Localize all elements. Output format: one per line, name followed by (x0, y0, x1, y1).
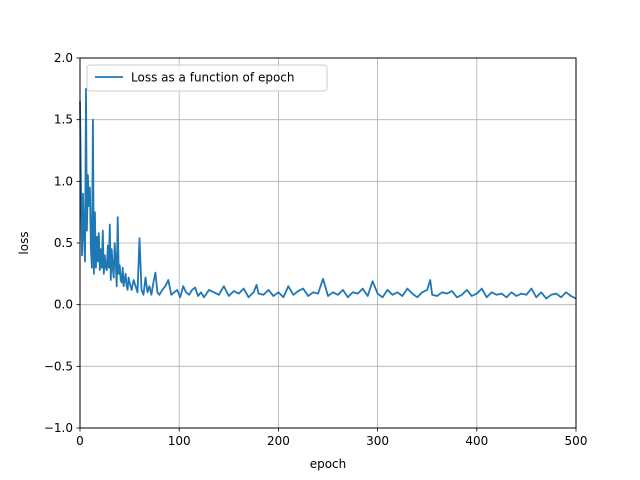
x-tick-label: 100 (168, 434, 191, 448)
x-axis-label: epoch (310, 457, 347, 471)
y-tick-label: −0.5 (44, 359, 73, 373)
legend: Loss as a function of epoch (86, 64, 328, 92)
y-tick-label: 2.0 (54, 51, 73, 65)
legend-box (86, 64, 328, 92)
series-line-0 (79, 87, 577, 300)
y-axis-label: loss (17, 231, 31, 254)
x-tick-label: 300 (366, 434, 389, 448)
x-tick-label: 0 (76, 434, 84, 448)
y-tick-label: 0.0 (54, 298, 73, 312)
y-tick-label: 0.5 (54, 236, 73, 250)
x-tick-label: 200 (267, 434, 290, 448)
series-layer (79, 87, 577, 300)
x-tick-label: 400 (465, 434, 488, 448)
x-tick-label: 500 (565, 434, 588, 448)
y-tick-label: −1.0 (44, 421, 73, 435)
legend-entry-label: Loss as a function of epoch (131, 71, 294, 85)
y-tick-label: 1.5 (54, 113, 73, 127)
ticks: 0 100 200 300 400 500 −1.0 −0.5 0.0 0.5 1.0 1.5 2.0 (44, 51, 588, 448)
y-tick-label: 1.0 (54, 174, 73, 188)
